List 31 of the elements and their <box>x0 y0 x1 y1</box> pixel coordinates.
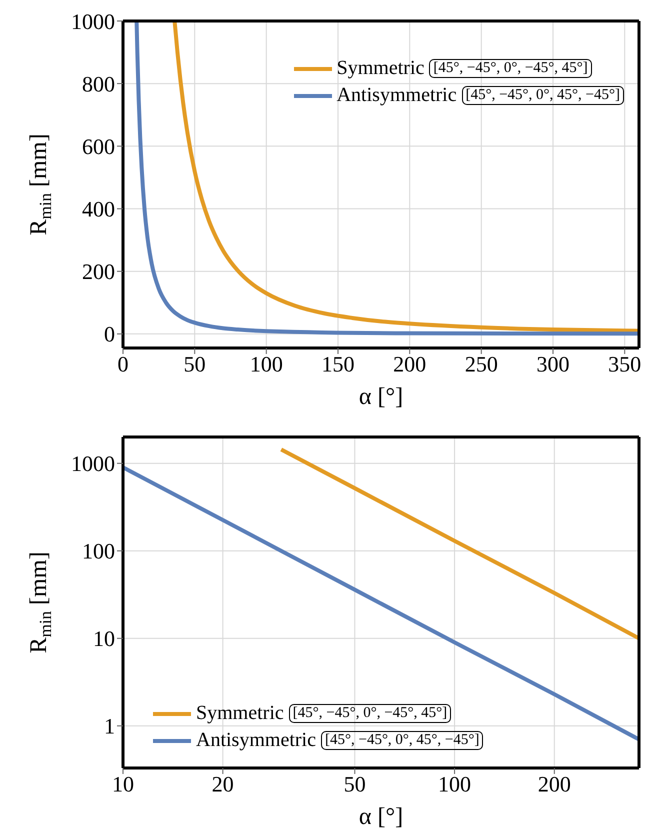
y-tick-label: 0 <box>104 322 115 347</box>
y-tick-label: 200 <box>82 259 115 284</box>
y-tick-label: 400 <box>82 196 115 222</box>
y-tick-label: 100 <box>82 538 115 564</box>
x-tick-label: 350 <box>608 352 642 377</box>
legend-label: Antisymmetric <box>196 729 316 752</box>
y-tick-label: 1000 <box>71 8 115 34</box>
legend-label: Antisymmetric <box>336 84 457 107</box>
x-tick-label: 250 <box>464 352 498 377</box>
x-tick-label: 20 <box>212 772 234 797</box>
y-tick-label: 10 <box>93 626 115 652</box>
legend-label: Symmetric <box>336 57 424 80</box>
x-tick-label: 50 <box>184 352 206 377</box>
x-axis-title: α [°] <box>358 804 404 830</box>
x-tick-label: 200 <box>393 352 426 377</box>
annotation: [45°, −45°, 0°, 45°, −45°] <box>320 731 484 750</box>
annotation: [45°, −45°, 0°, 45°, −45°] <box>462 86 624 105</box>
x-tick-label: 50 <box>344 772 366 797</box>
y-tick-label: 800 <box>82 71 115 96</box>
legend-label: Symmetric <box>196 702 284 725</box>
annotation: [45°, −45°, 0°, −45°, 45°] <box>288 704 452 723</box>
x-axis-title: α [°] <box>358 384 404 410</box>
y-tick-label: 600 <box>82 134 115 159</box>
x-tick-label: 300 <box>536 352 570 377</box>
x-tick-label: 100 <box>250 352 283 377</box>
annotation: [45°, −45°, 0°, −45°, 45°] <box>429 59 592 78</box>
y-tick-label: 1000 <box>71 451 115 476</box>
x-tick-label: 200 <box>538 772 571 797</box>
x-tick-label: 150 <box>322 352 354 377</box>
y-tick-label: 1 <box>104 714 115 739</box>
x-tick-label: 100 <box>438 772 472 797</box>
